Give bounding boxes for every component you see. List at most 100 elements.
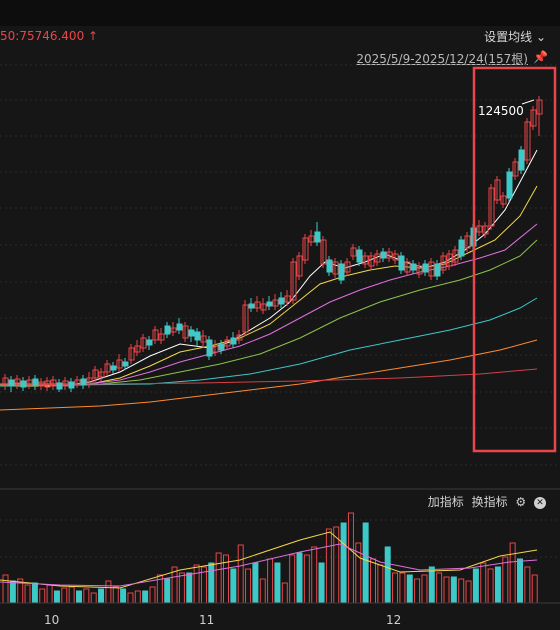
moving-average-lines	[0, 149, 538, 411]
candle	[224, 339, 231, 347]
volume-bar	[186, 572, 193, 604]
volume-bar	[450, 576, 457, 604]
candle	[242, 304, 249, 333]
candle	[230, 337, 237, 345]
candle	[38, 381, 45, 387]
candle	[518, 149, 525, 171]
candle	[410, 263, 417, 271]
volume-bar	[296, 552, 303, 604]
volume-bar	[414, 578, 421, 604]
volume-toolbar: 加指标 换指标 ⚙ ✕	[424, 493, 546, 510]
volume-ma-line	[0, 543, 538, 587]
candle	[134, 345, 141, 353]
ma-line	[0, 149, 538, 387]
volume-bar	[392, 572, 399, 604]
candle	[494, 179, 501, 201]
candle	[530, 109, 537, 127]
volume-bar	[134, 590, 141, 604]
candle	[146, 339, 153, 346]
candle	[434, 263, 441, 277]
candle	[260, 303, 267, 311]
ma-line	[0, 368, 538, 386]
ma-line	[0, 239, 538, 385]
candle	[248, 303, 255, 309]
candle	[416, 265, 423, 275]
candle	[110, 365, 117, 371]
volume-bar	[384, 546, 391, 604]
candle	[290, 261, 297, 301]
candle	[158, 333, 165, 341]
volume-bar	[340, 522, 347, 604]
volume-bar	[318, 562, 325, 604]
date-range-label[interactable]: 2025/5/9-2025/12/24(157根)	[356, 52, 528, 66]
x-tick-label: 12	[386, 613, 402, 627]
ma-line	[0, 223, 538, 386]
volume-bar	[127, 592, 134, 604]
candle	[92, 369, 99, 379]
price-annotation: 124500	[478, 104, 524, 118]
volume-bar	[377, 564, 384, 604]
volume-bar	[465, 580, 472, 604]
candle	[344, 261, 351, 273]
candle	[506, 171, 513, 199]
candle	[350, 247, 357, 257]
volume-bar	[509, 542, 516, 604]
ma-line	[0, 339, 538, 411]
pin-icon[interactable]: 📌	[533, 50, 548, 64]
volume-bar	[480, 562, 487, 604]
volume-bar	[531, 574, 538, 604]
volume-bar	[472, 568, 479, 604]
volume-bar	[98, 588, 105, 604]
switch-indicator-button[interactable]: 换指标	[471, 495, 508, 509]
volume-bar	[436, 572, 443, 604]
candle	[8, 379, 15, 387]
candle	[320, 239, 327, 265]
volume-bar	[53, 590, 60, 604]
annotation-arrow	[521, 99, 535, 105]
candle	[398, 255, 405, 271]
candle	[152, 329, 159, 341]
ma-line	[0, 185, 538, 387]
x-tick-label: 10	[44, 613, 60, 627]
candle	[272, 299, 279, 307]
volume-bar	[443, 576, 450, 604]
candle	[236, 334, 243, 341]
candle	[80, 378, 87, 386]
volume-bar	[76, 590, 82, 604]
candle	[212, 345, 219, 353]
candle	[2, 377, 9, 386]
volume-bar	[311, 546, 318, 604]
candle	[176, 323, 183, 331]
candle	[266, 301, 273, 307]
volume-bar	[399, 572, 406, 604]
candle	[422, 263, 429, 273]
ma-settings-button[interactable]: 设置均线 ⌄	[484, 30, 546, 44]
volume-bar	[281, 582, 288, 604]
gear-icon[interactable]: ⚙	[515, 495, 527, 509]
candle	[368, 255, 375, 267]
candle	[500, 195, 507, 205]
volume-bar	[39, 588, 46, 604]
volume-bar	[24, 584, 31, 604]
volume-bar	[267, 558, 274, 604]
candle	[512, 161, 519, 177]
top-toolbar	[0, 0, 560, 26]
candle	[278, 297, 285, 305]
volume-bar	[105, 580, 112, 604]
add-indicator-button[interactable]: 加指标	[427, 495, 464, 509]
volume-bar	[252, 562, 259, 604]
volume-bar	[421, 574, 428, 604]
volume-bar	[83, 588, 90, 604]
candle	[104, 363, 111, 373]
candle	[86, 377, 93, 385]
candle	[374, 253, 381, 263]
candle	[356, 249, 363, 263]
ma-line	[0, 297, 538, 387]
candles	[2, 96, 543, 392]
volume-bar	[517, 558, 523, 604]
volume-bar	[524, 566, 531, 604]
candle	[128, 347, 135, 361]
candle	[122, 361, 129, 367]
volume-bar	[325, 528, 332, 604]
close-icon[interactable]: ✕	[534, 496, 546, 509]
